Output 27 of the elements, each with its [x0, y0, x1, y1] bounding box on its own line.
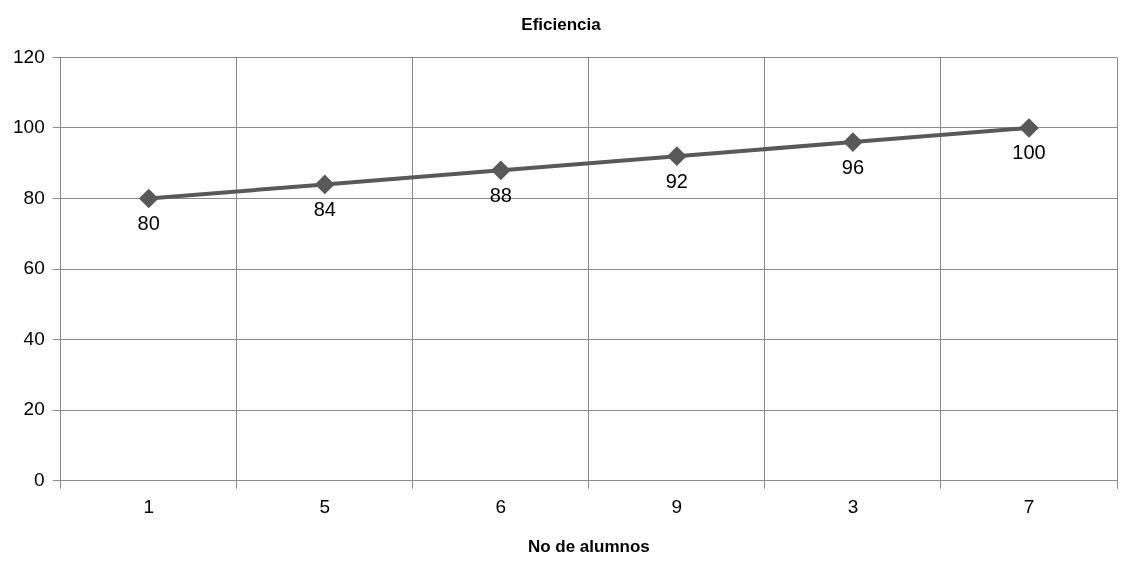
chart-title: Eficiencia: [521, 14, 602, 34]
y-tick-label: 80: [23, 186, 45, 208]
x-tick-label: 5: [319, 496, 331, 518]
x-axis-title: No de alumnos: [527, 537, 650, 557]
y-tick-label: 0: [34, 469, 45, 491]
point: [1019, 118, 1038, 137]
point: [843, 133, 862, 152]
y-tick-label: 40: [23, 327, 45, 349]
data-label: 100: [1012, 141, 1046, 164]
x-tick-label: 6: [495, 496, 507, 518]
data-label: 96: [841, 155, 865, 178]
point: [315, 175, 334, 194]
y-tick-label: 20: [23, 398, 45, 420]
x-tick-label: 1: [143, 496, 155, 518]
data-label: 88: [489, 183, 512, 206]
data-label: 80: [137, 212, 160, 235]
x-tick-label: 7: [1023, 496, 1035, 518]
y-tick-label: 100: [13, 116, 45, 138]
x-tick-label: 3: [847, 496, 859, 518]
point: [491, 161, 510, 180]
point: [139, 189, 158, 208]
data-label: 84: [313, 197, 336, 220]
x-tick-label: 9: [671, 496, 683, 518]
y-tick-label: 120: [13, 45, 45, 67]
point: [667, 147, 686, 166]
data-label: 92: [665, 169, 688, 192]
y-tick-label: 60: [23, 257, 45, 279]
